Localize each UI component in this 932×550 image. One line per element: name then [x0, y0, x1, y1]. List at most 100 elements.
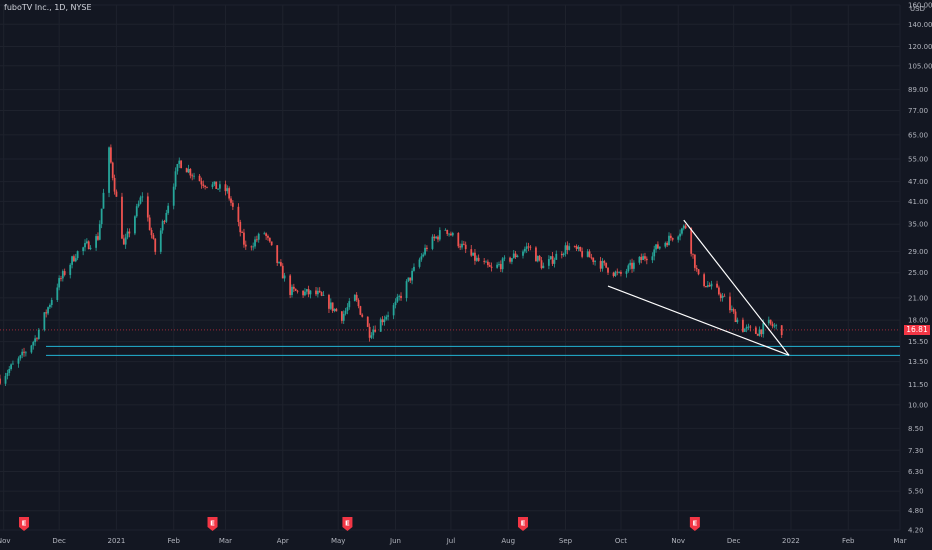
candle-body: [113, 177, 116, 192]
candle-body: [270, 241, 273, 246]
candle-body: [527, 246, 530, 248]
candle-body: [32, 342, 35, 346]
candle-body: [472, 252, 475, 256]
last-price-label: 16.81: [904, 324, 930, 335]
candle-body: [276, 245, 279, 263]
candle-body: [732, 309, 735, 312]
candle-body: [658, 246, 661, 249]
x-tick-label: Jul: [446, 537, 456, 545]
earnings-marker[interactable]: [207, 517, 218, 531]
candle-body: [281, 265, 284, 279]
candle-body: [625, 271, 628, 274]
candle-body: [464, 244, 467, 250]
x-tick-label: Oct: [615, 537, 627, 545]
x-tick-label: Sep: [559, 537, 573, 545]
candle-body: [185, 168, 188, 173]
y-axis[interactable]: 160.00 140.00 120.00 105.00 89.00 77.00 65.00 5…: [908, 2, 932, 535]
candle-body: [0, 378, 1, 384]
candle-body: [679, 233, 681, 237]
candle-body: [24, 352, 27, 354]
candle-body: [379, 319, 382, 332]
candle-body: [400, 295, 402, 299]
y-tick-label: 5.50: [908, 488, 924, 496]
candle-body: [745, 326, 748, 329]
candle-body: [444, 229, 447, 231]
candle-body: [292, 286, 295, 289]
candle-body: [100, 208, 103, 225]
candle-body: [161, 221, 164, 231]
candle-body: [244, 244, 247, 247]
y-tick-label: 47.00: [908, 178, 928, 186]
candle-body: [174, 171, 177, 187]
candle-body: [729, 296, 731, 311]
earnings-marker[interactable]: [689, 517, 700, 531]
candle-body: [418, 259, 421, 267]
candle-body: [202, 184, 205, 186]
candle-body: [638, 256, 641, 263]
candle-body: [241, 232, 243, 233]
candle-body: [588, 251, 591, 258]
candle-body: [231, 202, 234, 207]
candle-body: [150, 230, 153, 236]
candle-body: [693, 254, 696, 268]
candle-body: [706, 285, 709, 287]
candle-body: [263, 233, 266, 235]
wedge-trendline[interactable]: [683, 219, 790, 356]
candle-body: [63, 271, 66, 275]
wedge-trendline[interactable]: [607, 285, 790, 356]
candle-body: [716, 283, 718, 288]
y-tick-label: 10.00: [908, 401, 928, 409]
candle-body: [535, 247, 537, 262]
candle-body: [48, 305, 51, 308]
candle-body: [645, 258, 648, 261]
candle-body: [115, 191, 118, 197]
candle-body: [257, 233, 260, 240]
candle-body: [627, 265, 630, 272]
candle-body: [616, 271, 619, 273]
candle-body: [320, 292, 323, 296]
candle-body: [677, 236, 680, 240]
candle-body: [224, 184, 227, 192]
candle-body: [316, 290, 319, 295]
x-tick-label: Nov: [0, 537, 11, 545]
earnings-marker[interactable]: [517, 517, 528, 531]
candle-body: [122, 238, 125, 245]
candle-body: [734, 311, 737, 323]
candle-body: [754, 327, 757, 334]
candle-body: [708, 285, 711, 287]
candle-body: [255, 239, 258, 241]
candle-body: [280, 262, 282, 266]
candle-body: [335, 308, 338, 312]
candle-body: [749, 326, 752, 328]
candle-body: [23, 351, 25, 353]
candle-body: [152, 235, 155, 239]
candle-body: [450, 233, 452, 236]
candle-body: [128, 231, 131, 234]
y-tick-label: 4.20: [908, 527, 924, 535]
candle-body: [681, 228, 683, 234]
earnings-marker[interactable]: [342, 517, 353, 531]
candle-body: [30, 345, 33, 353]
candle-body: [594, 260, 596, 262]
candle-body: [529, 246, 532, 248]
candle-body: [642, 256, 645, 261]
candle-body: [176, 163, 179, 172]
wedge-trendlines[interactable]: [607, 219, 790, 356]
candle-body: [230, 198, 232, 203]
candle-body: [516, 255, 519, 258]
x-tick-label: May: [331, 537, 345, 545]
candle-body: [437, 236, 439, 240]
candle-body: [109, 147, 112, 163]
candle-body: [159, 230, 162, 252]
candle-body: [631, 262, 633, 269]
candle-body: [612, 272, 615, 276]
x-tick-label: Nov: [671, 537, 685, 545]
currency-label: USD: [910, 5, 925, 13]
candle-body: [420, 256, 423, 260]
earnings-marker[interactable]: [19, 517, 30, 531]
candle-body: [435, 236, 438, 239]
symbol-legend: fuboTV Inc., 1D, NYSE: [4, 3, 92, 12]
candle-body: [522, 251, 524, 256]
